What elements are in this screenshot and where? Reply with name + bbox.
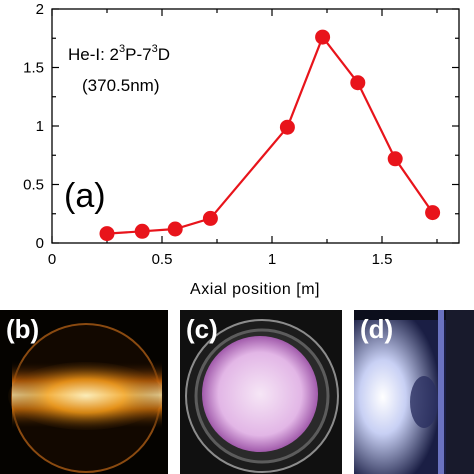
data-point — [167, 221, 183, 237]
plasma-photo-d — [354, 310, 474, 474]
data-point — [387, 151, 403, 167]
photo-d: (d) — [354, 310, 474, 474]
data-point — [202, 210, 218, 226]
series-line — [106, 34, 434, 235]
y-tick-label: 1.5 — [23, 60, 44, 77]
data-point — [315, 29, 331, 45]
x-tick-label: 0.5 — [152, 251, 173, 268]
data-point — [350, 75, 366, 91]
data-point — [134, 223, 150, 239]
y-tick-label: 2 — [36, 1, 44, 18]
transition-sup-2: 3 — [152, 43, 158, 55]
series-points — [99, 29, 441, 242]
panel-label-c: (c) — [186, 314, 218, 344]
transition-species: He-I: 2 — [68, 45, 119, 64]
x-tick-label: 0 — [48, 251, 56, 268]
photo-b: (b) — [0, 310, 168, 474]
transition-mid: P-7 — [125, 45, 151, 64]
photo-c: (c) — [180, 310, 342, 474]
wavelength-label: (370.5nm) — [82, 76, 159, 95]
transition-sup-1: 3 — [119, 43, 125, 55]
y-tick-labels: 0 0.5 1 1.5 2 — [23, 1, 44, 252]
data-point — [279, 119, 295, 135]
y-tick-label: 0 — [36, 235, 44, 252]
y-tick-label: 1 — [36, 118, 44, 135]
y-tick-label: 0.5 — [23, 177, 44, 194]
panel-label-b: (b) — [6, 314, 40, 344]
panel-label-d: (d) — [360, 314, 394, 344]
plasma-photo-c — [180, 310, 342, 474]
x-tick-label: 1.5 — [372, 251, 393, 268]
line-chart: 0 0.5 1 1.5 2 0 0.5 1 1.5 Axial position [m] He… — [23, 1, 460, 298]
axis-ticks — [51, 8, 459, 244]
plasma-photo-b — [0, 310, 168, 474]
data-point — [425, 205, 441, 221]
data-point — [99, 226, 115, 242]
x-tick-labels: 0 0.5 1 1.5 — [48, 251, 393, 268]
panel-label-a: (a) — [64, 177, 106, 215]
x-tick-label: 1 — [268, 251, 276, 268]
transition-end: D — [158, 45, 170, 64]
x-axis-title: Axial position [m] — [190, 281, 320, 298]
transition-label: He-I: 23P-73D — [68, 43, 170, 64]
